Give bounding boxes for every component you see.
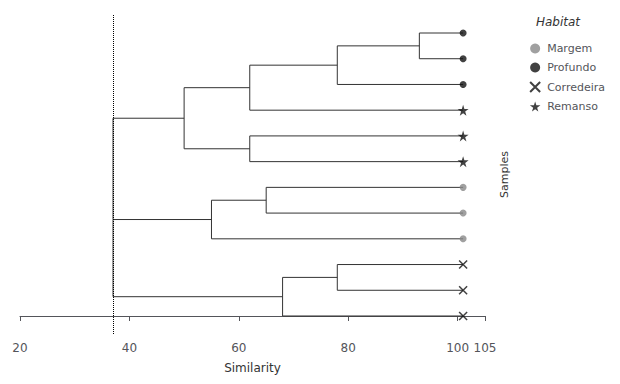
svg-text:40: 40: [122, 341, 137, 355]
svg-text:60: 60: [231, 341, 246, 355]
svg-text:80: 80: [341, 341, 356, 355]
svg-text:Remanso: Remanso: [547, 100, 598, 113]
svg-text:Profundo: Profundo: [547, 61, 596, 74]
svg-text:Corredeira: Corredeira: [547, 81, 605, 94]
svg-text:Habitat: Habitat: [536, 15, 581, 29]
svg-text:Similarity: Similarity: [224, 361, 281, 375]
svg-text:Samples: Samples: [498, 151, 511, 198]
svg-text:105: 105: [474, 341, 497, 355]
svg-text:20: 20: [12, 341, 27, 355]
svg-text:100: 100: [446, 341, 469, 355]
svg-text:Margem: Margem: [547, 42, 592, 55]
